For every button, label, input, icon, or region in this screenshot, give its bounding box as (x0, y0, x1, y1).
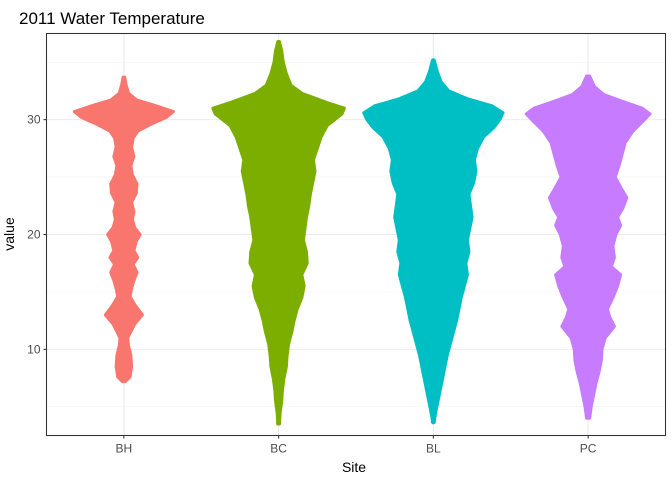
violin-bl (362, 58, 505, 424)
y-tick-label: 20 (27, 228, 41, 242)
x-tick-label: BH (116, 442, 133, 456)
outliers (276, 413, 436, 426)
violin-pc (524, 74, 652, 420)
violin-bh (72, 75, 175, 384)
y-tick-label: 10 (27, 342, 41, 356)
data-point (276, 413, 282, 419)
data-point (430, 419, 436, 425)
y-axis-title: value (1, 217, 17, 251)
y-axis: 10 20 30 (27, 113, 47, 356)
x-axis: BH BC BL PC (116, 435, 597, 456)
y-tick-label: 30 (27, 113, 41, 127)
x-tick-label: BL (426, 442, 441, 456)
violins (72, 40, 652, 426)
data-point (276, 420, 282, 426)
chart-title: 2011 Water Temperature (19, 9, 205, 28)
violin-bc (211, 40, 346, 426)
x-tick-label: PC (580, 442, 597, 456)
x-tick-label: BC (270, 442, 287, 456)
x-axis-title: Site (342, 459, 366, 475)
